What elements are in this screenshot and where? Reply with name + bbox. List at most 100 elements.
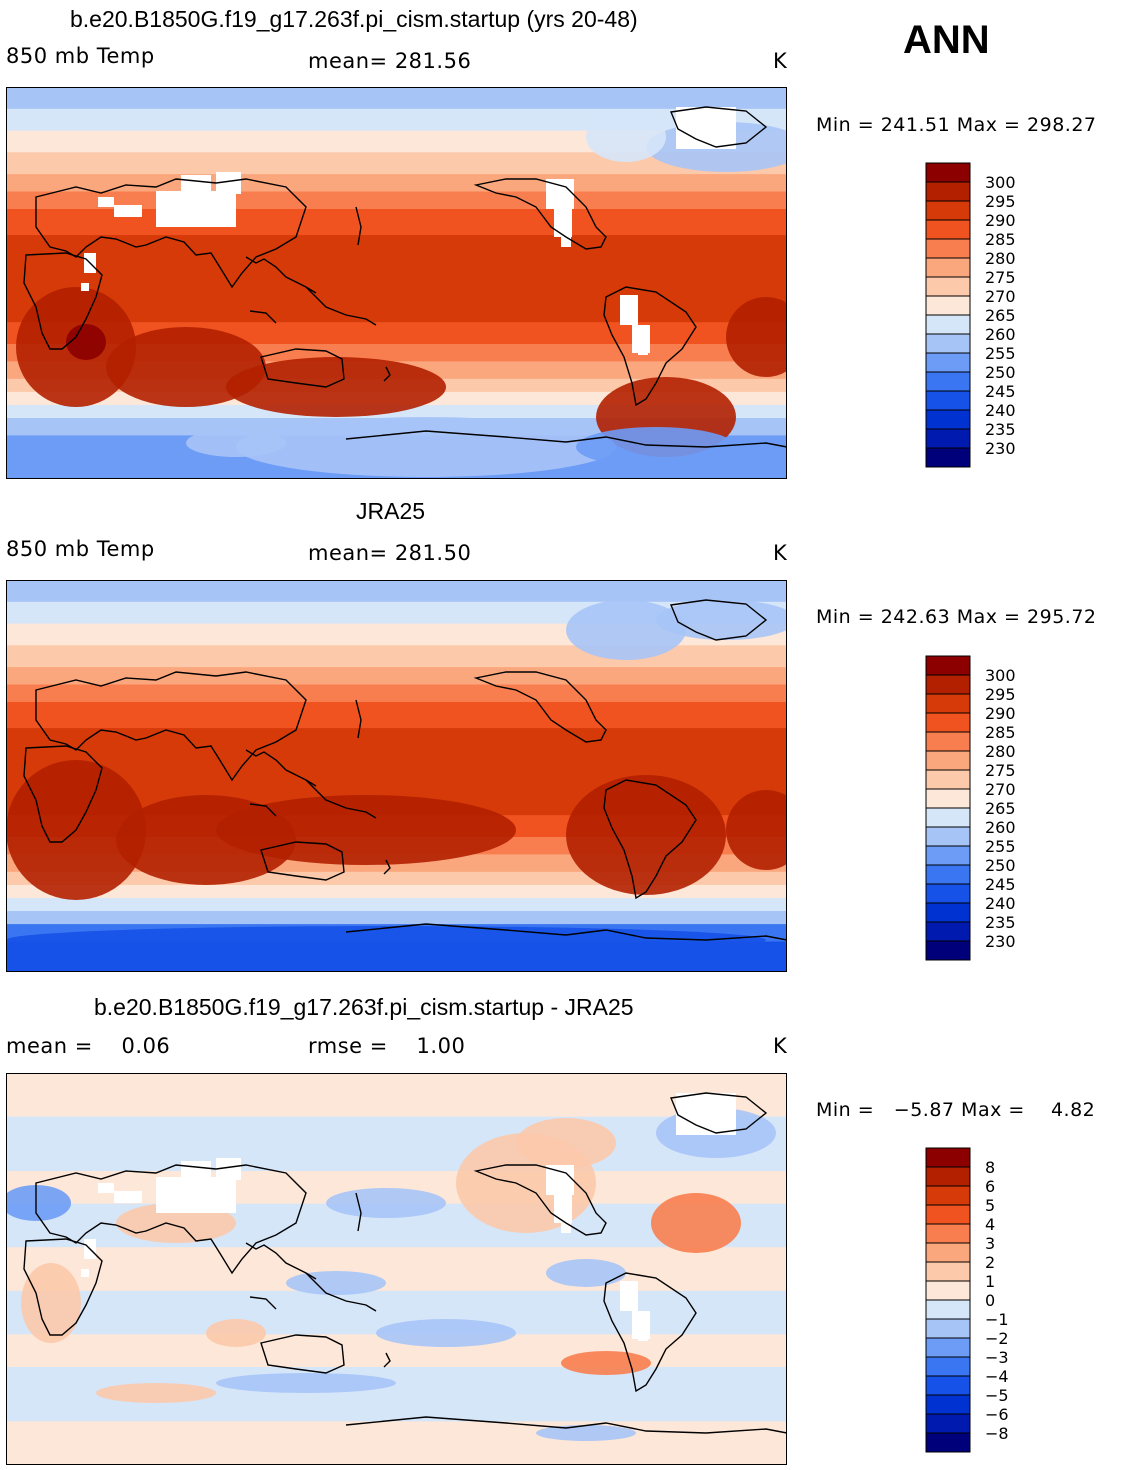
panel-diff-coastline xyxy=(305,1272,377,1312)
panel-model-coastline xyxy=(305,286,377,326)
panel-model-variable-label: 850 mb Temp xyxy=(6,44,155,68)
panel-diff-blob xyxy=(206,1319,266,1347)
panel-diff-colorbar-tick-label: 2 xyxy=(985,1253,996,1272)
panel-obs-coastline xyxy=(23,745,103,843)
panel-diff-colorbar-box xyxy=(925,1337,971,1358)
panel-model-coastline xyxy=(345,430,787,448)
panel-model-colorbar-box xyxy=(925,409,971,430)
panel-diff-coastline xyxy=(670,1092,768,1134)
panel-diff-coastline xyxy=(249,1296,277,1310)
panel-model-colorbar-box xyxy=(925,219,971,240)
panel-model-coastlines xyxy=(23,106,787,448)
panel-model-coastline xyxy=(355,206,362,246)
panel-diff-colorbar-box xyxy=(925,1204,971,1225)
panel-obs-colorbar-tick-label: 240 xyxy=(985,894,1016,913)
panel-diff-colorbar-tick-label: 8 xyxy=(985,1158,996,1177)
panel-model-colorbar-box xyxy=(925,428,971,449)
panel-diff-colorbar-box xyxy=(925,1413,971,1434)
panel-diff-mask xyxy=(546,1165,574,1195)
panel-obs-blob xyxy=(6,926,766,954)
panel-obs-colorbar-tick-label: 230 xyxy=(985,932,1016,951)
panel-model-colorbar xyxy=(925,162,971,468)
panel-diff-colorbar-tick-label: −2 xyxy=(985,1329,1009,1348)
panel-obs-colorbar-tick-label: 235 xyxy=(985,913,1016,932)
panel-obs-colorbar-box xyxy=(925,940,971,961)
panel-model-coastline xyxy=(473,178,607,250)
panel-diff-colorbar-box xyxy=(925,1280,971,1301)
panel-diff-colorbar-box xyxy=(925,1261,971,1282)
panel-model-band xyxy=(6,108,787,132)
panel-diff-colorbar-tick-label: −5 xyxy=(985,1386,1009,1405)
panel-model-blob xyxy=(236,417,616,477)
panel-obs-colorbar-tick-label: 245 xyxy=(985,875,1016,894)
panel-model-units-label: K xyxy=(773,49,788,73)
panel-diff-colorbar-box xyxy=(925,1432,971,1453)
panel-diff-blob xyxy=(546,1259,626,1287)
panel-obs-coastline xyxy=(260,841,345,881)
panel-model-minmax: Min = 241.51 Max = 298.27 xyxy=(816,114,1097,136)
panel-model-colorbar-tick-label: 235 xyxy=(985,420,1016,439)
panel-model-colorbar-box xyxy=(925,447,971,468)
panel-diff-colorbar-tick-label: 0 xyxy=(985,1291,996,1310)
panel-diff-frame xyxy=(6,1073,787,1465)
panel-diff-colorbar-box xyxy=(925,1242,971,1263)
panel-model-blob xyxy=(66,324,106,360)
panel-model-band xyxy=(6,174,787,193)
panel-diff-colorbar-tick-label: −8 xyxy=(985,1424,1009,1443)
panel-obs-map xyxy=(6,580,787,972)
panel-diff-coastlines xyxy=(23,1092,787,1434)
panel-obs-colorbar-tick-label: 265 xyxy=(985,799,1016,818)
panel-obs-colorbar-tick-label: 295 xyxy=(985,685,1016,704)
panel-model-mask xyxy=(181,175,211,193)
panel-model-colorbar-tick-label: 270 xyxy=(985,287,1016,306)
panel-diff-colorbar-tick-label: 4 xyxy=(985,1215,996,1234)
panel-model-colorbar-box xyxy=(925,352,971,373)
panel-diff-coastline xyxy=(383,1352,391,1368)
panel-obs-minmax: Min = 242.63 Max = 295.72 xyxy=(816,606,1097,628)
panel-model-blob xyxy=(226,357,446,417)
panel-diff-colorbar-tick-label: −6 xyxy=(985,1405,1009,1424)
panel-diff-colorbar-box xyxy=(925,1356,971,1377)
panel-model-coastline xyxy=(383,366,391,382)
panel-diff-colorbar-tick-label: 5 xyxy=(985,1196,996,1215)
panel-diff-rmse-label: rmse = 1.00 xyxy=(308,1034,466,1058)
panel-diff-mask xyxy=(181,1161,211,1179)
panel-diff-colorbar-tick-label: 6 xyxy=(985,1177,996,1196)
panel-diff-coastline xyxy=(355,1192,362,1232)
panel-model-masks xyxy=(81,107,736,355)
panel-diff-colorbar-tick-label: −1 xyxy=(985,1310,1009,1329)
panel-model-blob xyxy=(576,427,736,467)
panel-obs-colorbar-tick-label: 300 xyxy=(985,666,1016,685)
panel-obs-coastline xyxy=(355,699,362,739)
panel-obs-band xyxy=(6,667,787,686)
panel-model-colorbar-tick-label: 250 xyxy=(985,363,1016,382)
panel-obs-colorbar-box xyxy=(925,693,971,714)
panel-model-mask xyxy=(81,283,89,291)
panel-model-colorbar-box xyxy=(925,333,971,354)
panel-obs-colorbar xyxy=(925,655,971,961)
panel-obs-frame xyxy=(6,580,787,972)
panel-model-colorbar-box xyxy=(925,181,971,202)
panel-model-band xyxy=(6,87,787,110)
panel-diff-coastline xyxy=(260,1334,345,1374)
panel-model-band xyxy=(6,235,787,323)
panel-diff-units-label: K xyxy=(773,1034,788,1058)
panel-obs-blob xyxy=(566,775,726,895)
panel-diff-blob xyxy=(6,1185,71,1221)
panel-diff-colorbar-tick-label: −3 xyxy=(985,1348,1009,1367)
panel-diff-coastline xyxy=(23,1238,103,1336)
panel-diff-blob xyxy=(516,1118,616,1168)
panel-model-colorbar-box xyxy=(925,162,971,183)
panel-model-colorbar-tick-label: 255 xyxy=(985,344,1016,363)
panel-model-colorbar-tick-label: 265 xyxy=(985,306,1016,325)
panel-obs-coastline xyxy=(603,779,697,900)
panel-model-mask xyxy=(638,345,648,355)
panel-diff-mask xyxy=(114,1191,142,1203)
panel-model-colorbar-tick-label: 260 xyxy=(985,325,1016,344)
panel-obs-mean-label: mean= 281.50 xyxy=(308,541,472,565)
panel-obs-title: JRA25 xyxy=(356,498,426,524)
panel-model-mask xyxy=(114,205,142,217)
panel-obs-colorbar-tick-label: 260 xyxy=(985,818,1016,837)
panel-diff-mask xyxy=(156,1177,236,1213)
panel-model-colorbar-tick-label: 275 xyxy=(985,268,1016,287)
